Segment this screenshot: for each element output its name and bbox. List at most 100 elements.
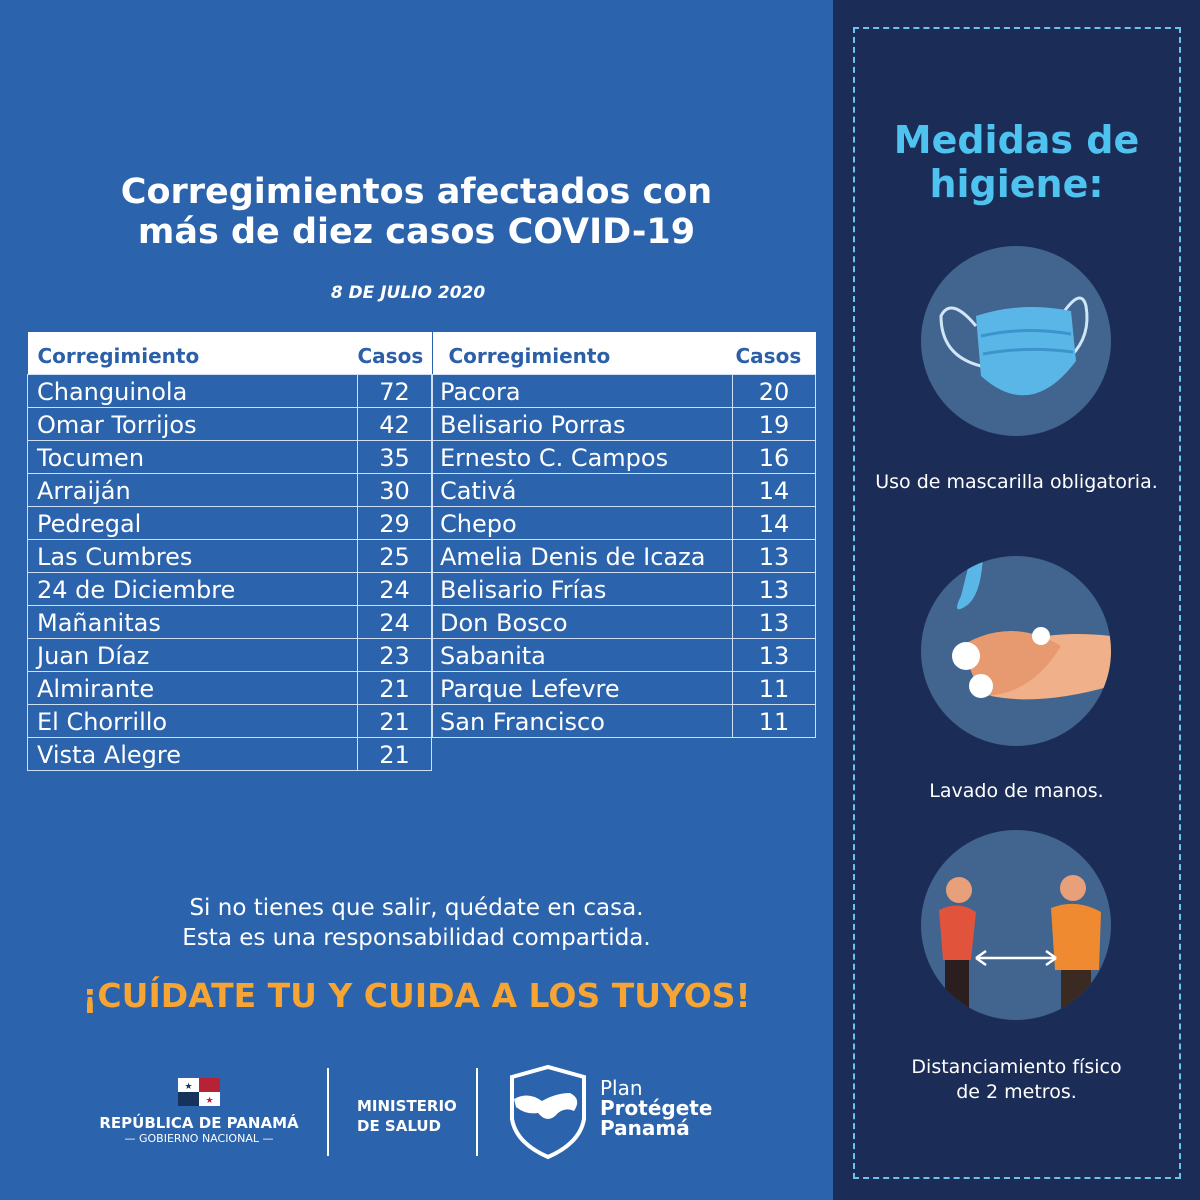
corregimiento-name: Almirante	[27, 670, 358, 705]
table-row: Cativá 14	[432, 472, 816, 507]
case-count: 25	[357, 538, 432, 573]
handwash-illustration	[921, 556, 1111, 746]
case-count: 21	[357, 670, 432, 705]
hygiene-title: Medidas de higiene:	[893, 118, 1140, 206]
table-row: Belisario Porras 19	[432, 406, 816, 441]
table-row: Pedregal 29	[27, 505, 432, 540]
table-row: Belisario Frías 13	[432, 571, 816, 606]
shield-icon	[510, 1064, 586, 1160]
panama-flag-icon: ★★	[178, 1078, 220, 1106]
corregimiento-name: Parque Lefevre	[432, 670, 733, 705]
case-count: 35	[357, 439, 432, 474]
case-count: 24	[357, 604, 432, 639]
hygiene-panel: Medidas de higiene: Uso de mascarilla ob…	[833, 0, 1200, 1200]
case-count: 20	[732, 373, 816, 408]
corregimiento-name: Las Cumbres	[27, 538, 358, 573]
corregimiento-name: Belisario Porras	[432, 406, 733, 441]
case-count: 21	[357, 736, 432, 771]
case-count: 11	[732, 670, 816, 705]
table-row: Pacora 20	[432, 373, 816, 408]
header-cases: Casos	[732, 332, 816, 374]
corregimiento-name: Belisario Frías	[432, 571, 733, 606]
corregimiento-name: Juan Díaz	[27, 637, 358, 672]
distancing-icon	[939, 875, 1101, 1015]
table-row: Don Bosco 13	[432, 604, 816, 639]
divider	[476, 1068, 478, 1156]
table-row: El Chorrillo 21	[27, 703, 432, 738]
case-count: 14	[732, 505, 816, 540]
ministry-logo: MINISTERIO DE SALUD	[357, 1096, 457, 1136]
hygiene-caption: Uso de mascarilla obligatoria.	[875, 471, 1158, 493]
case-count: 14	[732, 472, 816, 507]
corregimiento-name: San Francisco	[432, 703, 733, 738]
header-name: Corregimiento	[27, 332, 358, 374]
table-row: Vista Alegre 21	[27, 736, 432, 771]
plan-label: Plan	[600, 1076, 643, 1100]
table-row: Changuinola 72	[27, 373, 432, 408]
table-row: Tocumen 35	[27, 439, 432, 474]
table-row: Parque Lefevre 11	[432, 670, 816, 705]
case-count: 19	[732, 406, 816, 441]
mask-illustration	[921, 246, 1111, 436]
table-row: 24 de Diciembre 24	[27, 571, 432, 606]
hygiene-caption: Distanciamiento físico de 2 metros.	[911, 1056, 1122, 1103]
table-row: Mañanitas 24	[27, 604, 432, 639]
table-row: Sabanita 13	[432, 637, 816, 672]
case-count: 11	[732, 703, 816, 738]
svg-text:★: ★	[184, 1082, 192, 1092]
case-count: 16	[732, 439, 816, 474]
main-panel: Corregimientos afectados con más de diez…	[0, 172, 833, 1160]
table-row: Juan Díaz 23	[27, 637, 432, 672]
case-count: 13	[732, 604, 816, 639]
corregimiento-name: Omar Torrijos	[27, 406, 358, 441]
dashed-border	[853, 27, 1181, 1179]
plan-name: Panamá	[600, 1116, 690, 1140]
stay-home-message: Si no tienes que salir, quédate en casa.…	[0, 893, 833, 953]
header-name: Corregimiento	[432, 332, 733, 374]
message-line: Si no tienes que salir, quédate en casa.	[189, 895, 644, 921]
distancing-illustration	[921, 830, 1111, 1020]
case-count: 24	[357, 571, 432, 606]
case-count: 21	[357, 703, 432, 738]
cases-table-left: Corregimiento Casos Changuinola 72 Omar Tor…	[27, 332, 432, 771]
corregimiento-name: Pedregal	[27, 505, 358, 540]
svg-text:★: ★	[205, 1096, 213, 1106]
corregimiento-name: Arraiján	[27, 472, 358, 507]
corregimiento-name: Changuinola	[27, 373, 358, 408]
case-count: 29	[357, 505, 432, 540]
table-row: Omar Torrijos 42	[27, 406, 432, 441]
corregimiento-name: El Chorrillo	[27, 703, 358, 738]
handwash-icon	[952, 556, 1111, 700]
plan-logo: Plan Protégete Panamá	[600, 1078, 712, 1138]
case-count: 13	[732, 571, 816, 606]
government-text: GOBIERNO NACIONAL	[139, 1132, 259, 1145]
hygiene-caption: Lavado de manos.	[929, 780, 1104, 802]
header-cases: Casos	[357, 332, 432, 374]
plan-name: Protégete	[600, 1096, 713, 1120]
corregimiento-name: Sabanita	[432, 637, 733, 672]
republic-name: REPÚBLICA DE PANAMÁ	[99, 1114, 299, 1132]
case-count: 72	[357, 373, 432, 408]
case-count: 13	[732, 637, 816, 672]
table-row: Chepo 14	[432, 505, 816, 540]
slogan: ¡CUÍDATE TU Y CUIDA A LOS TUYOS!	[82, 976, 751, 1015]
corregimiento-name: Cativá	[432, 472, 733, 507]
corregimiento-name: Ernesto C. Campos	[432, 439, 733, 474]
table-row: San Francisco 11	[432, 703, 816, 738]
case-count: 23	[357, 637, 432, 672]
corregimiento-name: Amelia Denis de Icaza	[432, 538, 733, 573]
page-title: Corregimientos afectados con más de diez…	[120, 172, 713, 252]
date: 8 DE JULIO 2020	[330, 283, 486, 303]
case-count: 30	[357, 472, 432, 507]
table-row: Amelia Denis de Icaza 13	[432, 538, 816, 573]
corregimiento-name: 24 de Diciembre	[27, 571, 358, 606]
divider	[327, 1068, 329, 1156]
corregimiento-name: Don Bosco	[432, 604, 733, 639]
cases-table-right: Corregimiento Casos Pacora 20 Belisario Por…	[432, 332, 816, 738]
message-line: Esta es una responsabilidad compartida.	[182, 925, 651, 951]
table-row: Las Cumbres 25	[27, 538, 432, 573]
table-row: Arraiján 30	[27, 472, 432, 507]
mask-icon	[939, 296, 1089, 396]
corregimiento-name: Pacora	[432, 373, 733, 408]
ministry-line: MINISTERIO	[357, 1097, 457, 1115]
